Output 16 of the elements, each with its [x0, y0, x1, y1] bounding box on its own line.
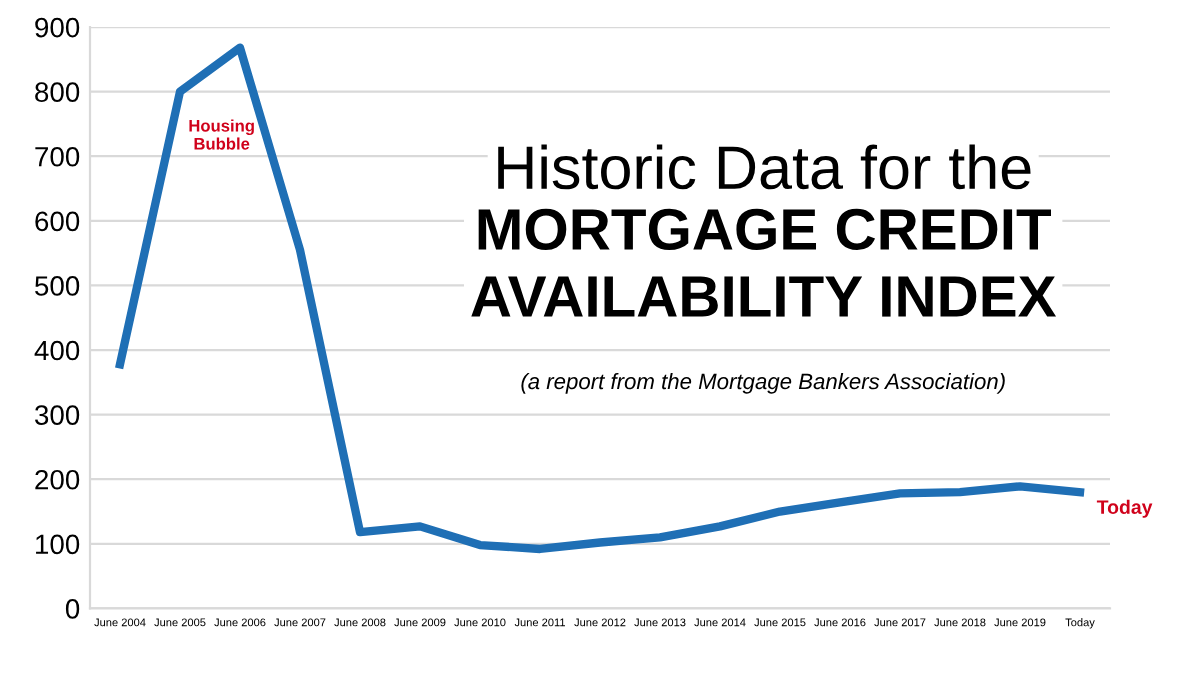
annotation: (a report from the Mortgage Bankers Association) [521, 372, 1005, 394]
y-tick-label: 700 [35, 146, 80, 167]
text: MORTGAGE CREDIT AVAILABILITY INDEX [471, 208, 1057, 317]
y-tick-label: 400 [34, 340, 80, 361]
y-tick-label: 900 [35, 17, 80, 38]
y-tick-label: 100 [36, 534, 80, 555]
y-tick-label: 300 [35, 405, 80, 425]
y-tick-label: 500 [35, 276, 80, 296]
y-tick-label: 0 [65, 599, 80, 619]
y-tick-label: 200 [35, 469, 80, 490]
y-tick-label: 600 [35, 211, 80, 232]
annotation: Housing Bubble [189, 119, 254, 150]
y-tick-label: 800 [35, 82, 80, 102]
text: Historic Data for the [498, 144, 1031, 190]
annotation: Today [1096, 499, 1153, 518]
line-series [115, 43, 1085, 554]
